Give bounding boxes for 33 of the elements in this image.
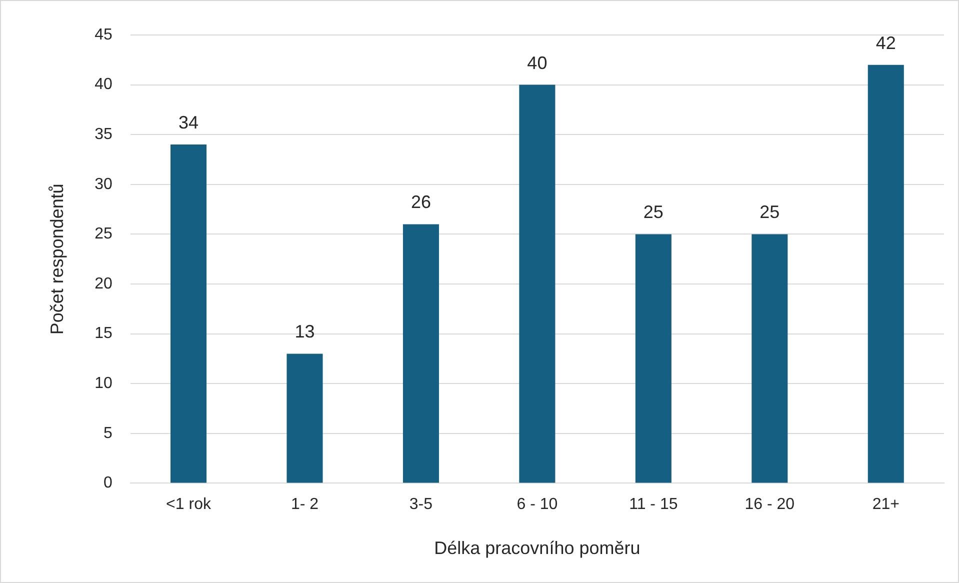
y-tick-label: 40: [94, 76, 112, 94]
data-label: 42: [876, 32, 896, 53]
data-label: 25: [643, 202, 664, 222]
data-label: 13: [294, 322, 315, 342]
x-tick-label: 3-5: [409, 496, 433, 514]
x-axis-title: Délka pracovního poměru: [434, 538, 640, 558]
y-tick-label: 45: [94, 26, 112, 44]
y-tick-label: 20: [94, 275, 112, 292]
x-tick-label: 21+: [872, 496, 900, 514]
data-label: 40: [527, 52, 548, 73]
x-tick-label: 11 - 15: [629, 496, 678, 514]
y-tick-label: 15: [94, 325, 112, 342]
y-tick-label: 5: [103, 424, 112, 442]
bar: [170, 144, 207, 483]
x-tick-label: 1- 2: [290, 496, 319, 514]
bar: [402, 224, 439, 483]
bar: [635, 234, 672, 483]
y-tick-label: 0: [103, 474, 112, 492]
y-axis-title: Počet respondentů: [46, 184, 67, 335]
y-tick-label: 25: [94, 226, 112, 243]
y-tick-label: 35: [94, 126, 112, 144]
bar: [519, 84, 556, 483]
x-tick-label: 16 - 20: [744, 496, 795, 514]
bar: [868, 64, 904, 483]
y-tick-label: 30: [94, 176, 112, 193]
x-tick-label: 6 - 10: [516, 496, 558, 514]
data-label: 26: [410, 192, 431, 212]
bar: [286, 354, 323, 483]
data-label: 25: [760, 202, 780, 222]
bar: [752, 234, 788, 483]
data-label: 34: [178, 112, 199, 133]
y-tick-label: 10: [94, 375, 112, 392]
x-tick-label: <1 rok: [166, 496, 212, 514]
